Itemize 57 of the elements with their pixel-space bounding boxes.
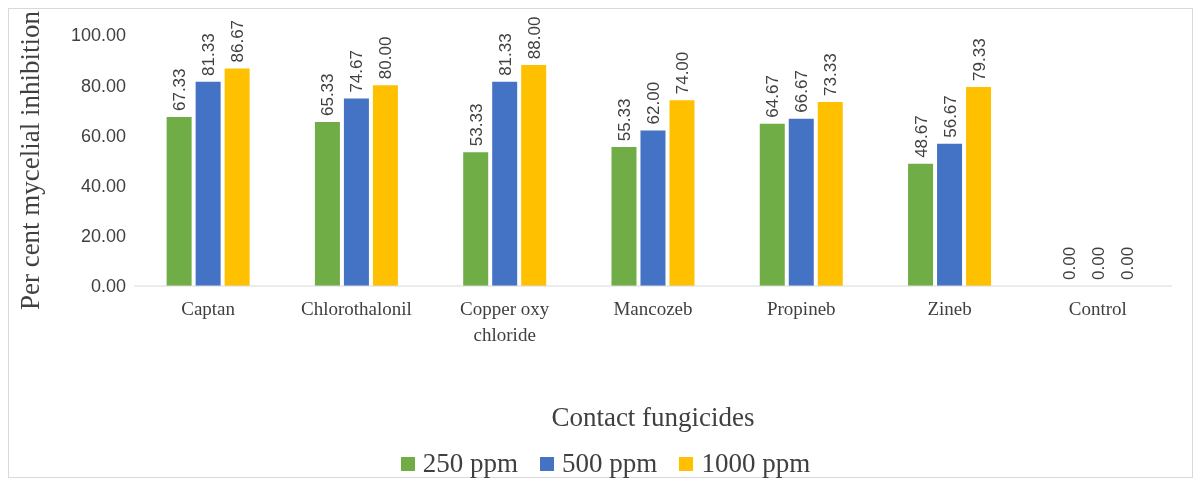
x-tick-label: Captan (181, 298, 236, 320)
bar (195, 81, 221, 286)
data-label: 81.33 (199, 33, 219, 76)
bar (937, 143, 963, 286)
data-label: 62.00 (643, 81, 663, 125)
bar (521, 65, 547, 286)
data-label: 88.00 (524, 16, 544, 60)
legend-label: 250 ppm (421, 448, 519, 479)
bar (669, 100, 695, 286)
y-tick-label: 40.00 (80, 175, 126, 196)
data-label: 73.33 (821, 53, 841, 96)
x-tick-label: Chlorothalonil (301, 298, 412, 320)
data-label: 0.00 (1059, 246, 1079, 280)
x-axis-title: Contact fungicides (551, 402, 755, 432)
y-tick-label: 80.00 (80, 75, 126, 96)
bar (817, 101, 843, 286)
bar (343, 98, 369, 286)
bar (463, 152, 489, 286)
data-label: 79.33 (969, 38, 989, 81)
legend-label: 500 ppm (561, 448, 658, 479)
data-label: 55.33 (614, 98, 634, 142)
data-label: 64.67 (763, 75, 783, 118)
data-label: 0.00 (1088, 246, 1108, 280)
bar (166, 117, 192, 286)
bar (759, 123, 785, 286)
y-tick-label: 20.00 (80, 226, 126, 247)
data-label: 74.67 (347, 50, 367, 93)
legend-label: 1000 ppm (700, 448, 811, 479)
y-tick-label: 0.00 (90, 276, 126, 297)
bar (908, 163, 934, 286)
bar (788, 118, 814, 286)
data-label: 67.33 (170, 68, 190, 111)
y-axis-title: Per cent mycelial inhibition (14, 10, 45, 311)
data-label: 81.33 (495, 33, 515, 76)
bar (492, 81, 518, 286)
y-tick-label: 100.00 (70, 25, 126, 46)
data-label: 56.67 (940, 95, 960, 138)
bar (314, 122, 340, 286)
bar (640, 130, 666, 286)
bar (611, 147, 637, 286)
x-tick-label: Copper oxy chloride (460, 298, 550, 346)
data-label: 74.00 (672, 51, 692, 95)
x-tick-label: Propineb (766, 298, 836, 320)
bar (224, 68, 250, 286)
data-label: 65.33 (318, 73, 338, 117)
data-label: 53.33 (466, 103, 486, 147)
x-tick-label: Mancozeb (613, 298, 693, 320)
bar (966, 86, 992, 286)
data-label: 48.67 (911, 115, 931, 158)
data-label: 0.00 (1117, 246, 1137, 280)
data-label: 66.67 (792, 70, 812, 113)
y-tick-label: 60.00 (80, 125, 126, 146)
data-label: 80.00 (376, 36, 396, 80)
data-label: 86.67 (228, 19, 248, 63)
bar (372, 85, 398, 286)
x-tick-label: Zineb (927, 298, 972, 320)
x-tick-label: Control (1068, 298, 1127, 320)
